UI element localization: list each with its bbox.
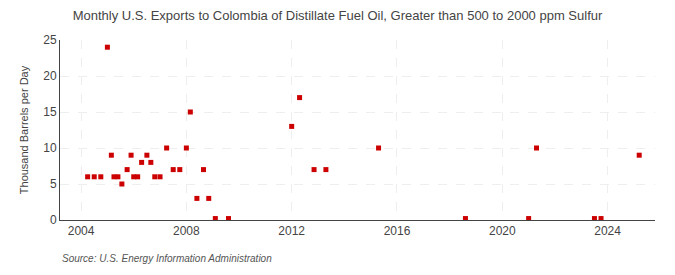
svg-text:Monthly U.S. Exports to Colomb: Monthly U.S. Exports to Colombia of Dist… — [73, 8, 603, 23]
svg-text:25: 25 — [43, 33, 57, 47]
svg-text:20: 20 — [43, 69, 57, 83]
svg-text:Source: U.S. Energy Informatio: Source: U.S. Energy Information Administ… — [62, 253, 272, 264]
svg-text:10: 10 — [43, 141, 57, 155]
svg-text:2020: 2020 — [489, 224, 516, 238]
svg-text:2012: 2012 — [278, 224, 305, 238]
svg-text:Thousand Barrels per Day: Thousand Barrels per Day — [18, 65, 30, 194]
svg-text:15: 15 — [43, 105, 57, 119]
svg-text:2008: 2008 — [173, 224, 200, 238]
svg-text:5: 5 — [50, 177, 57, 191]
svg-text:2004: 2004 — [68, 224, 95, 238]
svg-text:0: 0 — [50, 213, 57, 227]
svg-text:2024: 2024 — [594, 224, 621, 238]
svg-text:2016: 2016 — [384, 224, 411, 238]
